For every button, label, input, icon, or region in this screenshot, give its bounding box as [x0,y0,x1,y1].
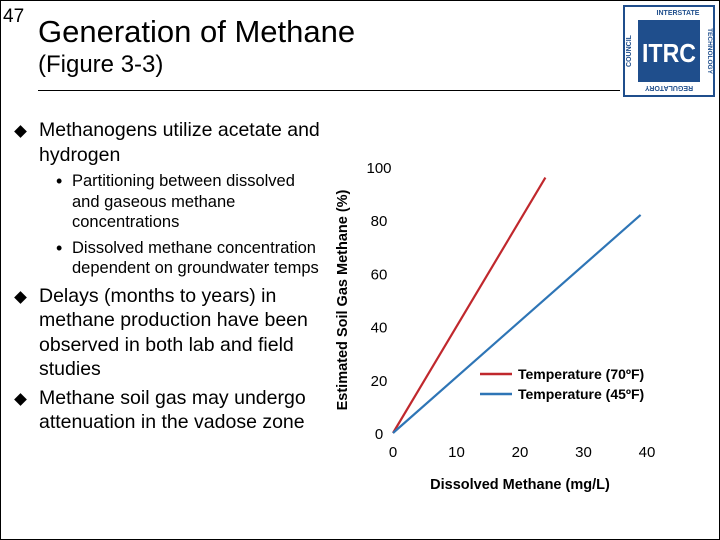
dot-bullet-icon: • [56,237,63,258]
legend-label-1: Temperature (70ºF) [518,366,644,382]
bullet-text: Delays (months to years) in methane prod… [39,284,308,381]
bullet-text: Methane soil gas may undergo attenuation… [39,386,306,434]
logo-ring-left: COUNCIL [626,34,633,67]
itrc-logo: ITRC INTERSTATE TECHNOLOGY COUNCIL REGUL… [623,5,715,97]
logo-ring-bottom: REGULATORY [645,84,693,91]
y-tick-label: 40 [371,320,388,337]
x-tick-label: 10 [448,444,465,461]
x-tick-label: 20 [512,444,529,461]
slide-subtitle: (Figure 3-3) [38,51,164,78]
bullet-item: Delays (months to years) in methane prod… [14,284,326,382]
series-line-1 [392,177,547,434]
bullet-item: Methanogens utilize acetate and hydrogen [14,118,326,167]
bullet-list: Methanogens utilize acetate and hydrogen… [14,118,326,439]
logo-ring-top: INTERSTATE [657,10,700,17]
x-axis-label: Dissolved Methane (mg/L) [430,477,610,493]
page-number: 47 [3,6,25,27]
bullet-item: Methane soil gas may undergo attenuation… [14,386,326,435]
y-axis-label: Estimated Soil Gas Methane (%) [335,189,351,410]
sub-bullet-item: • Dissolved methane concentration depend… [16,238,326,279]
sub-bullet-text: Dissolved methane concentration dependen… [72,238,319,278]
legend-label-2: Temperature (45ºF) [518,386,644,402]
y-tick-label: 0 [375,426,383,443]
methane-chart: Estimated Soil Gas Methane (%) 0 20 40 60 80 1… [335,160,656,493]
title-rule [38,90,620,91]
y-tick-label: 20 [371,373,388,390]
y-tick-label: 60 [371,266,388,283]
y-tick-label: 80 [371,213,388,230]
dot-bullet-icon: • [56,171,63,191]
diamond-bullet-icon [14,125,27,138]
diamond-bullet-icon [14,290,27,304]
slide-title: Generation of Methane [38,14,356,49]
x-tick-label: 30 [575,444,592,461]
series-line-2 [392,214,642,434]
x-tick-label: 0 [389,444,397,461]
bullet-text: Methanogens utilize acetate and hydrogen [39,119,320,166]
sub-bullet-text: Partitioning between dissolved and gaseo… [72,172,295,231]
x-tick-label: 40 [639,444,656,461]
sub-bullet-item: • Partitioning between dissolved and gas… [16,171,326,233]
y-tick-label: 100 [366,160,391,177]
logo-letters: ITRC [642,38,696,68]
logo-ring-mid: TECHNOLOGY [706,28,713,75]
diamond-bullet-icon [14,392,27,406]
